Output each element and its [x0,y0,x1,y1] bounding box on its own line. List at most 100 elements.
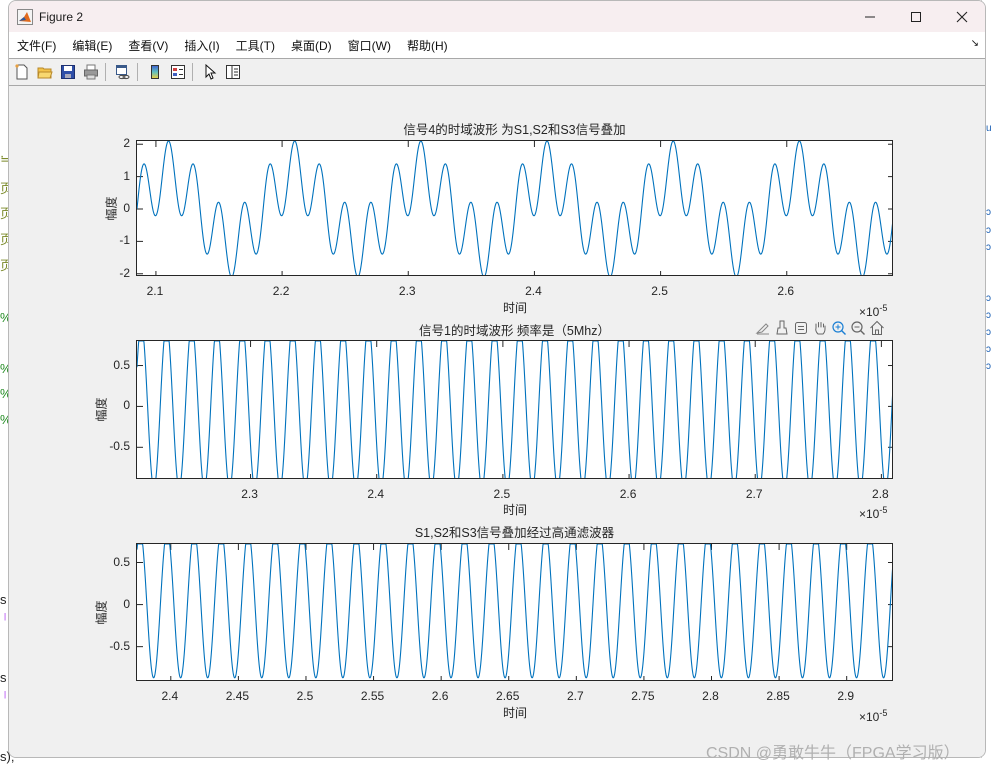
minimize-button[interactable] [847,1,893,32]
printer-icon [84,64,98,80]
maximize-button[interactable] [893,1,939,32]
background-editor-left [0,0,10,767]
y-tick-label: 2 [123,136,130,151]
menu-help[interactable]: 帮助(H) [406,38,448,53]
x-tick-label: 2.8 [702,689,719,703]
axes2-plot-area[interactable] [136,340,893,479]
axes2-x-exponent: ×10-5 [859,505,888,521]
x-tick-label: 2.2 [272,284,290,298]
background-text-fragment: u [986,123,992,134]
background-text-fragment: % [0,361,12,376]
dock-figure-icon[interactable]: ↘ [970,38,979,49]
zoom-in-icon [831,321,846,335]
x-tick-label: 2.1 [146,284,164,298]
edit-plot-button[interactable] [200,62,220,82]
x-tick-label: 2.65 [496,689,520,703]
export-pencil-icon [754,323,769,335]
open-file-button[interactable] [35,62,55,82]
axes2-title: 信号1的时域波形 频率是（5Mhz） [419,324,610,338]
close-icon [956,11,968,22]
y-tick-label: -0.5 [109,439,130,454]
print-button[interactable] [81,62,101,82]
background-text-fragment: ɔ [986,207,991,218]
menu-file[interactable]: 文件(F) [17,38,57,53]
background-text-fragment: ɔ [986,361,991,372]
axes3-xlabel: 时间 [502,706,527,720]
axes1-plot-area[interactable] [136,140,893,276]
menu-insert[interactable]: 插入(I) [184,38,220,53]
background-text-fragment: | [4,690,7,699]
background-text-fragment: ɔ [986,344,991,355]
axes3-plot-area[interactable] [136,543,893,681]
hand-pan-icon [814,322,825,335]
restore-view-button[interactable] [867,319,886,337]
brush-export-button[interactable] [753,319,772,337]
brush-button[interactable] [772,319,791,337]
background-text-fragment: ɔ [986,310,991,321]
axes1-x-exponent: ×10-5 [859,303,888,319]
brush-icon [775,320,788,335]
y-tick-label: -0.5 [109,638,130,653]
legend-icon [171,65,185,79]
axes-toolbar [753,319,886,337]
save-icon [61,65,75,79]
y-tick-label: 0.5 [113,357,130,372]
link-plot-icon [116,65,130,80]
zoom-out-button[interactable] [848,319,867,337]
y-tick-label: 0 [123,398,130,413]
x-tick-label: 2.75 [631,689,655,703]
menu-desktop[interactable]: 桌面(D) [290,38,332,53]
background-text-fragment: ≒ [0,152,11,167]
x-tick-label: 2.4 [161,689,179,703]
figure-window: Figure 2 文件(F) 编辑(E) 查看(V) 插入(I) 工具(T) 桌… [8,0,986,758]
matlab-logo-icon [17,8,33,25]
insert-legend-button[interactable] [168,62,188,82]
title-bar[interactable]: Figure 2 [9,1,985,32]
new-file-icon [15,64,28,80]
menu-view[interactable]: 查看(V) [128,38,169,53]
x-tick-label: 2.6 [619,487,637,501]
minimize-icon [865,16,875,17]
x-tick-label: 2.6 [431,689,449,703]
background-editor-bottom [0,758,994,767]
folder-open-icon [37,67,53,79]
background-text-fragment: ɔ [986,293,991,304]
axes2-xlabel: 时间 [502,503,527,517]
background-text-fragment: | [4,612,7,621]
window-title: Figure 2 [39,9,84,24]
insert-colorbar-button[interactable] [145,62,165,82]
x-tick-label: 2.85 [766,689,790,703]
x-tick-label: 2.45 [225,689,250,703]
menu-edit[interactable]: 编辑(E) [72,38,113,53]
axes1-xlabel: 时间 [502,301,527,315]
menu-bar: 文件(F) 编辑(E) 查看(V) 插入(I) 工具(T) 桌面(D) 窗口(W… [9,32,985,59]
background-text-fragment: s [0,670,7,685]
y-tick-label: 0 [123,596,130,611]
axes3-title: S1,S2和S3信号叠加经过高通滤波器 [414,526,615,540]
y-tick-label: -1 [119,233,130,248]
data-tips-button[interactable] [791,319,810,337]
link-plot-button[interactable] [113,62,133,82]
pointer-arrow-icon [205,64,217,80]
background-text-fragment: ɔ [986,225,991,236]
axes1-line-series [137,141,892,275]
y-tick-label: 0 [123,201,130,215]
pan-button[interactable] [810,319,829,337]
x-tick-label: 2.8 [872,487,889,501]
x-tick-label: 2.7 [745,487,763,501]
colorbar-icon [151,65,159,79]
x-tick-label: 2.3 [398,284,416,298]
axes3-x-exponent: ×10-5 [859,708,888,724]
x-tick-label: 2.5 [493,487,511,501]
home-icon [869,320,884,335]
property-inspector-button[interactable] [223,62,243,82]
close-button[interactable] [939,1,985,32]
zoom-in-button[interactable] [829,319,848,337]
save-button[interactable] [58,62,78,82]
background-text-fragment: ɔ [986,327,991,338]
toolbar-separator [105,63,106,81]
figure-toolbar [9,59,985,86]
menu-tools[interactable]: 工具(T) [235,38,275,53]
new-figure-button[interactable] [12,62,32,82]
menu-window[interactable]: 窗口(W) [347,38,391,53]
